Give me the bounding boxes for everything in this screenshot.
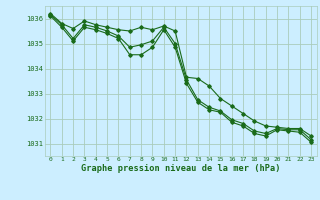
X-axis label: Graphe pression niveau de la mer (hPa): Graphe pression niveau de la mer (hPa) [81, 164, 281, 173]
